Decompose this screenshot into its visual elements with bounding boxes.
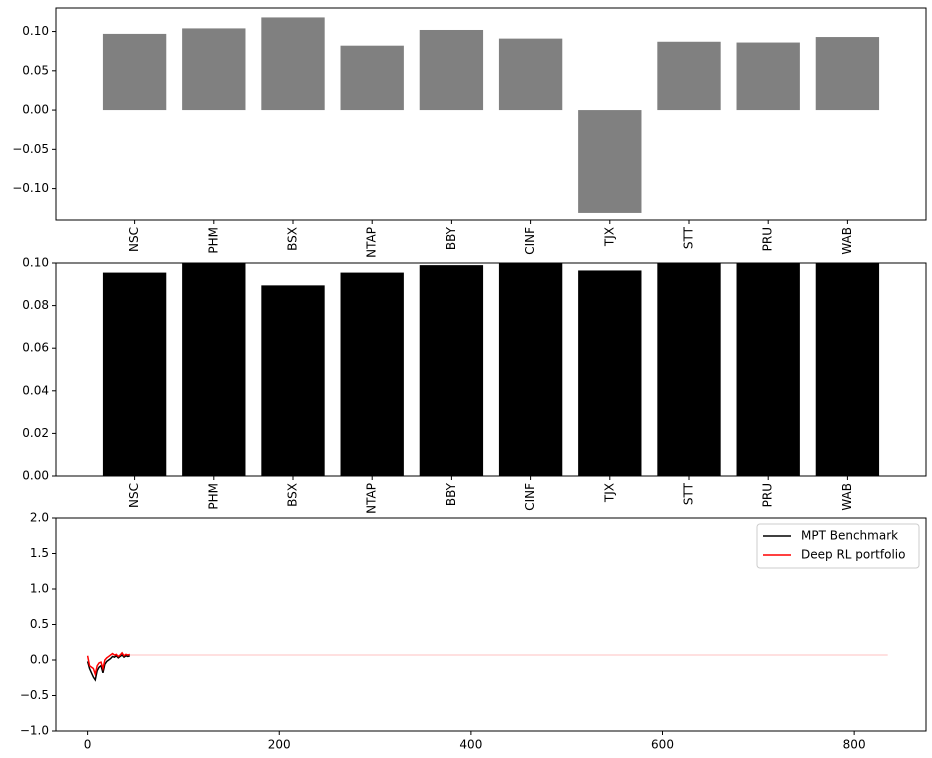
x-tick-label-wab: WAB <box>840 483 854 511</box>
x-tick-label: 400 <box>459 738 482 752</box>
bar-tjx <box>578 270 642 476</box>
axes-frame <box>55 262 927 477</box>
y-tick-label: 0.08 <box>22 298 49 312</box>
x-tick-label: 600 <box>651 738 674 752</box>
y-tick-label: −0.5 <box>20 688 49 702</box>
mpt-benchmark-line <box>86 654 131 682</box>
bar-cinf <box>498 38 563 111</box>
x-tick-label-bby: BBY <box>444 226 458 250</box>
x-tick-label-phm: PHM <box>206 483 220 510</box>
y-tick-label: 0.06 <box>22 341 49 355</box>
bar-bsx <box>261 285 325 476</box>
axes-frame <box>55 7 927 221</box>
x-tick-label-cinf: CINF <box>523 483 537 511</box>
bar-wab <box>815 263 880 476</box>
bar-cinf <box>498 263 563 476</box>
x-tick-label-ntap: NTAP <box>365 227 379 258</box>
y-tick-label: 0.10 <box>22 256 49 270</box>
x-tick-label-wab: WAB <box>840 227 854 255</box>
x-tick-label-bsx: BSX <box>286 483 300 507</box>
y-tick-label: 0.00 <box>22 103 49 117</box>
bar-bby <box>419 29 484 111</box>
bar-stt <box>657 263 721 476</box>
bar-series <box>102 17 880 213</box>
y-tick-label: 0.10 <box>22 24 49 38</box>
axes-frame <box>55 517 927 732</box>
x-tick-label-nsc: NSC <box>127 483 141 508</box>
y-tick-label: 0.04 <box>22 383 49 397</box>
y-tick-label: 0.00 <box>22 469 49 483</box>
bar-phm <box>182 28 246 111</box>
x-tick-label-stt: STT <box>682 482 696 505</box>
bar-wab <box>815 37 880 111</box>
bar-pru <box>736 263 800 476</box>
x-tick-label: 200 <box>268 738 291 752</box>
x-tick-label: 0 <box>84 738 92 752</box>
x-tick-label-tjx: TJX <box>602 227 616 247</box>
bar-pru <box>736 42 800 111</box>
y-tick-label: 2.0 <box>30 511 49 525</box>
bar-stt <box>657 41 721 111</box>
bar-ntap <box>340 45 404 111</box>
returns-bar-chart: 0.10 0.05 0.00 −0.05 −0.10 NSC PHM BSX NTAP BBY CI… <box>12 7 927 258</box>
x-tick-label-tjx: TJX <box>602 483 616 503</box>
x-tick-label-pru: PRU <box>761 227 775 251</box>
bar-ntap <box>340 272 404 476</box>
performance-line-chart: 2.0 1.5 1.0 0.5 0.0 −0.5 −1.0 0 200 400 600 800 MPT … <box>20 511 927 752</box>
legend-box <box>756 523 920 569</box>
y-tick-label: 0.02 <box>22 426 49 440</box>
x-tick-label-stt: STT <box>682 226 696 249</box>
y-tick-label: 1.0 <box>30 582 49 596</box>
bar-series <box>102 263 880 476</box>
x-tick-label-phm: PHM <box>206 227 220 254</box>
bar-bsx <box>261 17 325 111</box>
deep-rl-portfolio-line <box>86 651 131 677</box>
x-tick-label-cinf: CINF <box>523 227 537 255</box>
y-tick-label: 1.5 <box>30 546 49 560</box>
y-tick-label: −0.10 <box>12 181 49 195</box>
bar-phm <box>182 263 246 476</box>
x-tick-label-bby: BBY <box>444 482 458 506</box>
bar-tjx <box>578 110 642 213</box>
x-tick-label-nsc: NSC <box>127 227 141 252</box>
weights-bar-chart: 0.10 0.08 0.06 0.04 0.02 0.00 NSC PHM BSX NTAP BBY… <box>22 256 927 514</box>
bar-bby <box>419 265 484 476</box>
y-tick-label: 0.0 <box>30 653 49 667</box>
y-tick-label: −1.0 <box>20 724 49 738</box>
y-tick-label: 0.05 <box>22 63 49 77</box>
bar-nsc <box>102 33 167 111</box>
bar-nsc <box>102 272 167 476</box>
y-tick-label: −0.05 <box>12 142 49 156</box>
x-tick-label-bsx: BSX <box>286 227 300 251</box>
legend-label: MPT Benchmark <box>801 529 898 543</box>
legend-label: Deep RL portfolio <box>801 548 905 562</box>
x-tick-label-ntap: NTAP <box>365 483 379 514</box>
legend: MPT Benchmark Deep RL portfolio <box>756 523 920 569</box>
x-tick-label: 800 <box>843 738 866 752</box>
x-tick-label-pru: PRU <box>761 483 775 507</box>
y-tick-label: 0.5 <box>30 617 49 631</box>
